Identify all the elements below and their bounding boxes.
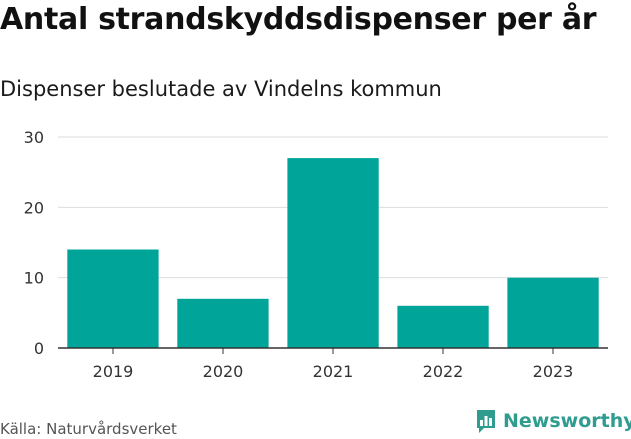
newsworthy-logo-icon <box>477 410 495 433</box>
bar-2019 <box>67 249 159 348</box>
chart-title: Antal strandskyddsdispenser per år <box>0 2 597 37</box>
bar-2022 <box>397 305 489 348</box>
source-note: Källa: Naturvårdsverket <box>0 420 177 438</box>
bar-2021 <box>287 158 379 348</box>
brand-logo: Newsworthy <box>475 408 631 434</box>
bar-chart: 0 10 20 30 2019 2020 2021 2022 2023 <box>24 128 608 381</box>
y-tick-label: 10 <box>24 269 44 288</box>
x-tick-label: 2021 <box>313 362 354 381</box>
x-tick-label: 2023 <box>533 362 574 381</box>
x-tick-label: 2022 <box>423 362 464 381</box>
brand-name: Newsworthy <box>503 410 631 432</box>
x-tick-label: 2019 <box>93 362 134 381</box>
y-tick-label: 30 <box>24 128 44 147</box>
bar-2023 <box>507 277 599 348</box>
y-tick-label: 0 <box>34 339 44 358</box>
chart-subtitle: Dispenser beslutade av Vindelns kommun <box>0 77 442 101</box>
x-tick-label: 2020 <box>203 362 244 381</box>
y-tick-label: 20 <box>24 198 44 217</box>
bar-2020 <box>177 298 269 348</box>
